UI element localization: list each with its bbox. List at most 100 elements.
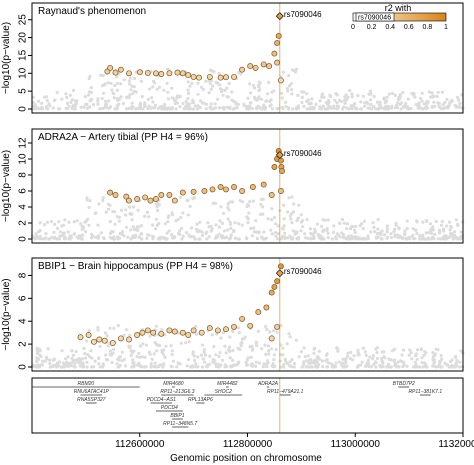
background-point — [261, 236, 265, 240]
snp-point — [85, 332, 92, 338]
background-point — [250, 362, 254, 366]
background-point — [65, 95, 69, 100]
background-point — [414, 228, 418, 232]
background-point — [445, 224, 449, 228]
background-point — [264, 365, 268, 369]
background-point — [297, 203, 301, 207]
background-point — [129, 106, 133, 110]
background-point — [66, 230, 70, 234]
background-point — [414, 352, 418, 356]
background-point — [449, 360, 453, 364]
background-point — [377, 232, 381, 236]
snp-point — [150, 329, 157, 336]
background-point — [175, 365, 179, 369]
background-point — [131, 225, 136, 229]
background-point — [106, 344, 110, 348]
background-point — [404, 237, 409, 241]
background-point — [55, 90, 59, 95]
background-point — [333, 364, 337, 368]
snp-point — [275, 32, 282, 39]
background-point — [221, 93, 225, 97]
background-point — [57, 360, 62, 364]
background-point — [374, 361, 378, 365]
background-point — [273, 364, 277, 369]
background-point — [386, 104, 390, 108]
background-point — [209, 102, 213, 106]
snp-point — [171, 197, 178, 204]
background-point — [173, 235, 177, 239]
background-point — [256, 104, 260, 108]
snp-point — [126, 197, 132, 204]
background-point — [351, 236, 355, 240]
background-point — [72, 232, 76, 236]
background-point — [163, 102, 167, 107]
background-point — [56, 107, 61, 111]
background-point — [229, 364, 233, 368]
snp-point — [247, 322, 254, 329]
background-point — [384, 105, 388, 109]
background-point — [307, 361, 311, 365]
background-point — [313, 361, 317, 365]
background-point — [380, 229, 384, 233]
background-point — [307, 101, 311, 105]
background-point — [458, 101, 462, 106]
background-point — [83, 230, 88, 234]
background-point — [448, 228, 452, 232]
background-point — [359, 100, 363, 104]
background-point — [60, 349, 64, 353]
legend-snp-box — [355, 12, 395, 22]
background-point — [459, 237, 463, 241]
background-point — [347, 234, 351, 238]
background-point — [38, 221, 42, 225]
background-point — [160, 348, 164, 352]
background-point — [302, 346, 306, 350]
background-point — [435, 94, 439, 99]
background-point — [245, 363, 249, 367]
background-point — [264, 324, 268, 328]
background-point — [85, 339, 89, 343]
background-point — [424, 231, 428, 235]
background-point — [170, 352, 174, 357]
background-point — [299, 349, 304, 354]
background-point — [361, 94, 365, 98]
background-point — [164, 344, 168, 348]
snp-point — [268, 289, 275, 296]
background-point — [375, 351, 379, 355]
background-point — [421, 235, 425, 239]
background-point — [345, 227, 349, 231]
background-point — [98, 107, 102, 111]
background-point — [70, 349, 74, 353]
background-point — [125, 95, 129, 99]
background-point — [115, 75, 119, 79]
background-point — [390, 106, 394, 110]
background-point — [269, 98, 273, 102]
background-point — [36, 363, 40, 367]
background-point — [99, 231, 103, 235]
background-point — [86, 217, 90, 221]
background-point — [235, 106, 239, 110]
background-point — [208, 68, 212, 72]
background-point — [419, 347, 423, 351]
background-point — [455, 358, 459, 362]
background-point — [185, 231, 189, 235]
background-point — [96, 102, 100, 106]
background-point — [308, 107, 312, 111]
background-point — [260, 347, 264, 351]
background-point — [431, 351, 435, 355]
background-point — [246, 202, 250, 207]
background-point — [410, 357, 414, 361]
background-point — [53, 235, 57, 239]
background-point — [309, 236, 313, 240]
background-point — [330, 237, 334, 241]
background-point — [89, 236, 94, 240]
background-point — [459, 349, 463, 353]
background-point — [432, 94, 436, 98]
gene-label: RNA5SP327 — [77, 397, 106, 403]
background-point — [420, 91, 424, 95]
background-point — [378, 100, 382, 104]
background-point — [72, 103, 77, 107]
snp-point — [190, 327, 197, 334]
background-point — [218, 219, 222, 223]
background-point — [130, 218, 134, 222]
snp-point — [217, 74, 224, 81]
